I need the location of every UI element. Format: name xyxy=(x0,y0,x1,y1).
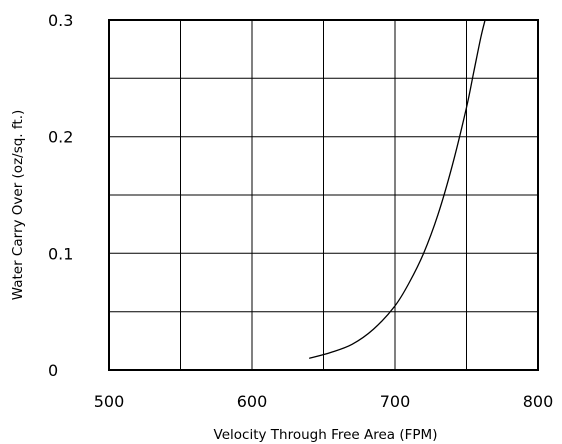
x-tick-label: 600 xyxy=(237,392,268,411)
series-line-0 xyxy=(309,19,486,359)
x-tick-label: 500 xyxy=(94,392,125,411)
y-axis-label: Water Carry Over (oz/sq. ft.) xyxy=(10,110,26,301)
grid xyxy=(109,20,538,370)
plot-frame xyxy=(108,19,539,371)
y-tick-label: 0.3 xyxy=(48,11,73,30)
x-tick-label: 800 xyxy=(523,392,554,411)
x-axis-label: Velocity Through Free Area (FPM) xyxy=(214,427,438,443)
x-tick-labels: 500 600 700 800 xyxy=(94,392,554,411)
y-tick-labels: 0 0.1 0.2 0.3 xyxy=(48,11,73,380)
y-tick-label: 0.2 xyxy=(48,128,73,147)
x-tick-label: 700 xyxy=(380,392,411,411)
y-tick-label: 0.1 xyxy=(48,244,73,263)
series-layer xyxy=(309,19,486,359)
y-tick-label: 0 xyxy=(48,361,58,380)
